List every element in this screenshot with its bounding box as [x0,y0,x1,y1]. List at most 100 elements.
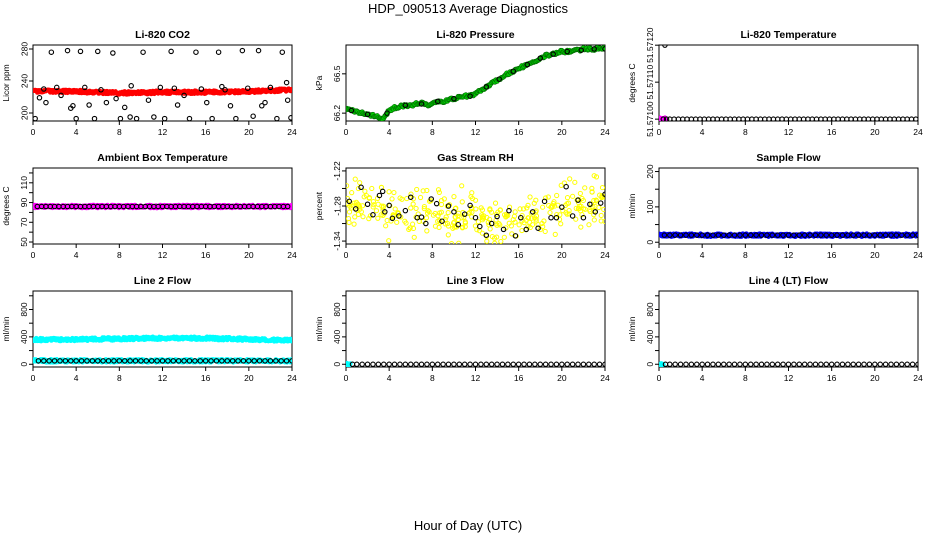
data-point [467,93,473,99]
data-point [386,361,392,367]
data-point [553,361,560,367]
data-point [77,48,84,55]
x-tick-label: 24 [600,250,610,260]
plot-area [659,231,918,239]
data-point [284,97,291,103]
data-point [390,213,396,219]
data-point [98,87,104,93]
x-tick-label: 12 [158,127,168,137]
data-point [246,358,252,364]
x-tick-label: 20 [557,373,567,383]
plot-frame [658,290,919,368]
data-point [224,358,231,364]
x-tick-label: 0 [657,127,662,137]
data-point [521,361,527,367]
data-point [48,49,55,55]
data-point [451,224,457,230]
data-point [397,361,403,367]
data-point [239,47,246,54]
x-tick-label: 8 [743,250,748,260]
x-tick-label: 4 [387,250,392,260]
data-point [541,198,548,205]
data-point [559,361,565,367]
data-point [364,111,371,118]
x-tick-label: 24 [600,373,610,383]
data-point [525,202,531,208]
x-tick-label: 0 [344,373,349,383]
data-point [359,361,365,367]
data-point [661,232,668,238]
data-point [527,194,533,200]
data-point [358,209,364,215]
data-point [425,208,431,214]
data-point [575,361,581,367]
data-point [791,361,797,367]
data-point [193,49,199,55]
data-point [591,361,597,367]
data-point [540,204,546,210]
data-point [82,84,88,91]
data-point [710,232,716,238]
y-tick-label: 70 [19,217,29,227]
data-point [428,196,435,202]
data-point [140,49,146,55]
data-point [537,55,543,61]
data-point [366,216,372,222]
data-point [893,232,900,238]
data-point [494,361,500,367]
data-point [35,358,42,364]
data-point [105,358,112,364]
data-point [899,361,905,367]
data-point [737,361,743,367]
data-point [575,197,581,203]
y-axis-label: kPa [314,75,324,90]
data-point [445,223,452,229]
data-point [154,358,160,364]
data-point [346,183,350,189]
panel-title: Gas Stream RH [437,152,513,164]
y-tick-label: 800 [19,302,29,316]
data-point [219,83,225,90]
data-point [441,196,447,202]
data-point [578,47,585,53]
data-point [688,232,695,238]
plot-frame [345,44,606,122]
y-axis-label: ml/min [627,316,637,341]
data-point [113,95,119,102]
data-point [445,361,452,367]
y-tick-label: 66.5 [332,65,342,82]
data-point [549,204,555,210]
data-point [127,358,133,364]
data-point [602,218,605,224]
data-point [758,232,765,238]
data-point [362,188,368,194]
series-line-2-minute-averages [33,334,292,344]
data-point [202,358,209,364]
data-point [423,220,429,227]
data-point [780,361,786,367]
data-point [448,241,455,244]
x-tick-label: 0 [31,373,36,383]
data-point [250,113,256,119]
data-point [429,361,436,367]
data-point [350,203,356,209]
y-tick-label: 51.57100 [645,101,655,137]
data-point [592,203,598,209]
data-point [872,361,878,367]
plot-area [659,45,918,121]
data-point [558,182,564,189]
data-point [278,358,284,364]
figure-title: HDP_090513 Average Diagnostics [368,1,568,16]
data-point [402,102,409,109]
data-point [578,224,584,230]
data-point [455,221,461,228]
data-point [437,210,443,216]
data-point [53,84,60,91]
data-point [915,361,918,367]
data-point [591,46,597,52]
data-point [346,198,352,205]
data-point [227,103,234,109]
data-point [121,358,128,364]
data-point [526,215,532,221]
plot-area [346,45,605,121]
